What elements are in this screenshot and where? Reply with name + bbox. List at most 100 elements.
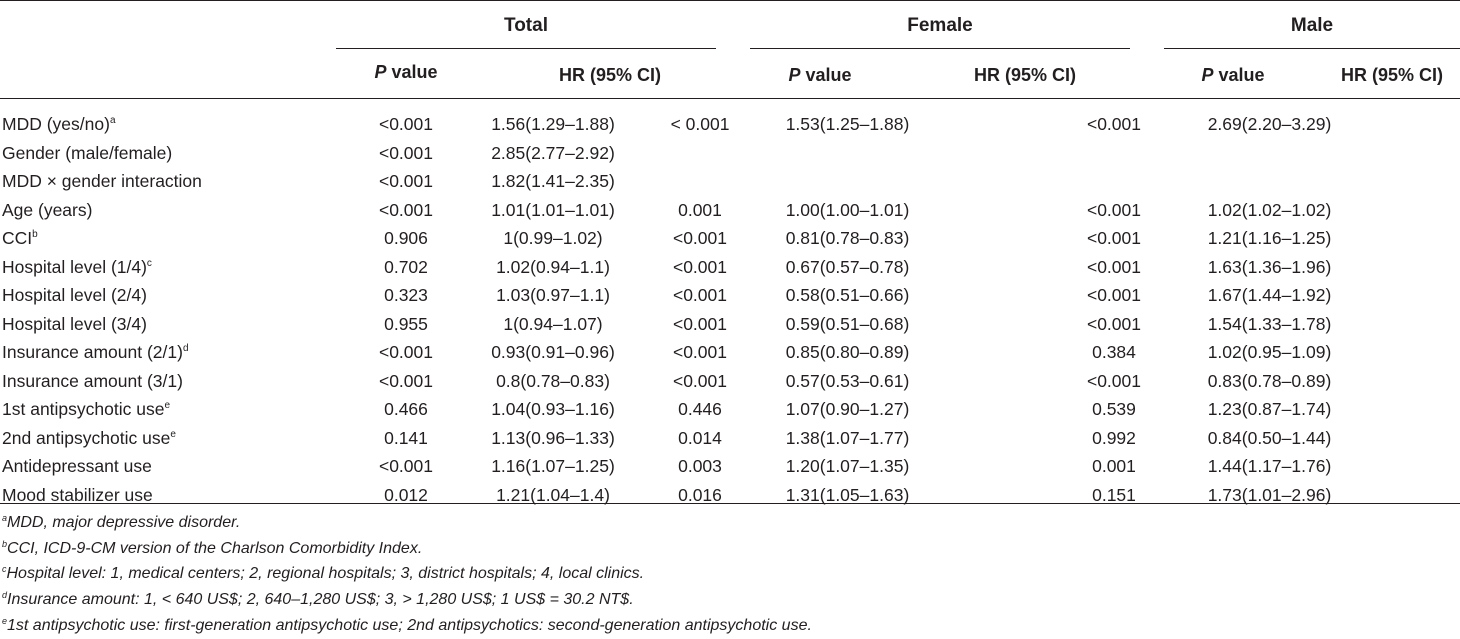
subheader-male-hr: HR (95% CI) <box>1340 65 1443 85</box>
group-header-total: Total <box>504 15 548 36</box>
total-hr: 1.01(1.01–1.01) <box>491 199 615 220</box>
footnote-text: 1st antipsychotic use: first-generation … <box>7 616 812 634</box>
footnote-marker: e <box>164 400 171 412</box>
male-hr: 2.69(2.20–3.29) <box>1207 114 1332 135</box>
row-label: 2nd antipsychotic usee <box>2 427 176 448</box>
spacer <box>935 424 1055 453</box>
total-hr: 1.82(1.41–2.35) <box>491 171 615 192</box>
row-label: Hospital level (1/4)c <box>2 256 152 277</box>
subheader-total-p: P value <box>374 62 438 82</box>
spacer <box>935 253 1055 282</box>
male-p-value <box>1055 139 1173 168</box>
female-hr <box>760 139 935 168</box>
male-hr: 1.23(0.87–1.74) <box>1207 399 1332 420</box>
male-p-value: <0.001 <box>1086 313 1141 334</box>
female-p-value: 0.003 <box>678 456 722 477</box>
table-row: MDD × gender interaction <0.001 1.82(1.41–… <box>0 167 1460 196</box>
spacer <box>935 481 1055 510</box>
row-label: Gender (male/female) <box>2 142 173 163</box>
header-bottom-rule <box>0 98 1460 99</box>
row-label: Hospital level (2/4) <box>2 285 147 306</box>
table-bottom-rule <box>0 503 1460 504</box>
total-hr: 1.02(0.94–1.1) <box>496 256 610 277</box>
female-p-value: < 0.001 <box>670 114 730 135</box>
table-row: Gender (male/female) <0.001 2.85(2.77–2.92… <box>0 139 1460 168</box>
footnote-marker: b <box>2 538 8 549</box>
female-p-value <box>640 139 760 168</box>
total-p-value: 0.141 <box>384 427 428 448</box>
total-hr: 1.56(1.29–1.88) <box>491 114 615 135</box>
row-label: Mood stabilizer use <box>2 484 153 505</box>
table-row: CCIb 0.906 1(0.99–1.02) <0.001 0.81(0.78–0.8… <box>0 224 1460 253</box>
female-hr: 1.00(1.00–1.01) <box>785 199 910 220</box>
table-row: Hospital level (1/4)c 0.702 1.02(0.94–1.1)… <box>0 253 1460 282</box>
spacer <box>935 452 1055 481</box>
female-hr: 1.38(1.07–1.77) <box>785 427 910 448</box>
spacer <box>935 196 1055 225</box>
female-hr: 0.59(0.51–0.68) <box>785 313 910 334</box>
footnote-text: MDD, major depressive disorder. <box>7 514 241 531</box>
male-hr <box>1173 167 1366 196</box>
male-hr: 1.67(1.44–1.92) <box>1207 285 1332 306</box>
male-hr: 1.63(1.36–1.96) <box>1207 256 1332 277</box>
male-p-value: 0.992 <box>1092 427 1136 448</box>
group-rule-male <box>1164 48 1460 49</box>
footnote-text: Insurance amount: 1, < 640 US$; 2, 640–1… <box>7 591 634 609</box>
footnote: bCCI, ICD-9-CM version of the Charlson C… <box>2 536 812 562</box>
row-label: CCIb <box>2 228 38 249</box>
total-hr: 1(0.99–1.02) <box>503 228 603 249</box>
male-p-value: 0.001 <box>1092 456 1136 477</box>
row-label: Hospital level (3/4) <box>2 313 147 334</box>
table-row: MDD (yes/no)a <0.001 1.56(1.29–1.88) < 0.00… <box>0 110 1460 139</box>
total-hr: 1(0.94–1.07) <box>503 313 603 334</box>
male-p-value: <0.001 <box>1086 199 1141 220</box>
group-rule-female <box>750 48 1130 49</box>
group-header-female: Female <box>907 15 973 36</box>
total-p-value: <0.001 <box>378 370 433 391</box>
total-p-value: <0.001 <box>378 342 433 363</box>
female-p-value: 0.446 <box>678 399 722 420</box>
total-p-value: 0.323 <box>384 285 428 306</box>
male-p-value: <0.001 <box>1086 370 1141 391</box>
footnotes: aMDD, major depressive disorder. bCCI, IC… <box>2 510 812 639</box>
male-p-value: <0.001 <box>1086 114 1141 135</box>
spacer <box>935 338 1055 367</box>
female-hr: 0.67(0.57–0.78) <box>785 256 910 277</box>
male-hr: 1.02(1.02–1.02) <box>1207 199 1332 220</box>
total-p-value: <0.001 <box>378 199 433 220</box>
female-p-value: 0.001 <box>678 199 722 220</box>
subheader-female-p: P value <box>788 65 852 85</box>
row-label: Antidepressant use <box>2 456 152 477</box>
spacer <box>935 167 1055 196</box>
female-p-value: <0.001 <box>672 285 727 306</box>
footnote-marker: e <box>170 428 176 440</box>
footnote: dInsurance amount: 1, < 640 US$; 2, 640–… <box>2 587 812 613</box>
spacer <box>935 395 1055 424</box>
spacer <box>935 110 1055 139</box>
male-hr: 1.02(0.95–1.09) <box>1207 342 1332 363</box>
row-label: Insurance amount (2/1)d <box>2 342 189 363</box>
female-p-value: <0.001 <box>672 342 727 363</box>
total-p-value: <0.001 <box>378 142 433 163</box>
female-hr: 0.85(0.80–0.89) <box>785 342 910 363</box>
footnote-marker: b <box>32 229 38 241</box>
footnote-marker: c <box>2 564 7 575</box>
footnote-text: CCI, ICD-9-CM version of the Charlson Co… <box>7 539 423 557</box>
total-hr: 0.93(0.91–0.96) <box>491 342 615 363</box>
male-hr <box>1173 139 1366 168</box>
total-hr: 1.04(0.93–1.16) <box>491 399 615 420</box>
female-p-value: 0.014 <box>678 427 722 448</box>
spacer <box>935 281 1055 310</box>
table-row: Hospital level (3/4) 0.955 1(0.94–1.07) <0.… <box>0 310 1460 339</box>
female-hr: 1.07(0.90–1.27) <box>785 399 910 420</box>
spacer <box>935 367 1055 396</box>
female-p-value <box>640 167 760 196</box>
row-label: MDD (yes/no)a <box>2 114 116 135</box>
female-hr: 0.57(0.53–0.61) <box>785 370 910 391</box>
total-hr: 0.8(0.78–0.83) <box>496 370 610 391</box>
spacer <box>935 139 1055 168</box>
male-p-value: 0.384 <box>1092 342 1136 363</box>
footnote-marker: a <box>109 115 116 127</box>
footnote-text: Hospital level: 1, medical centers; 2, r… <box>6 565 645 583</box>
male-hr: 1.54(1.33–1.78) <box>1207 313 1332 334</box>
